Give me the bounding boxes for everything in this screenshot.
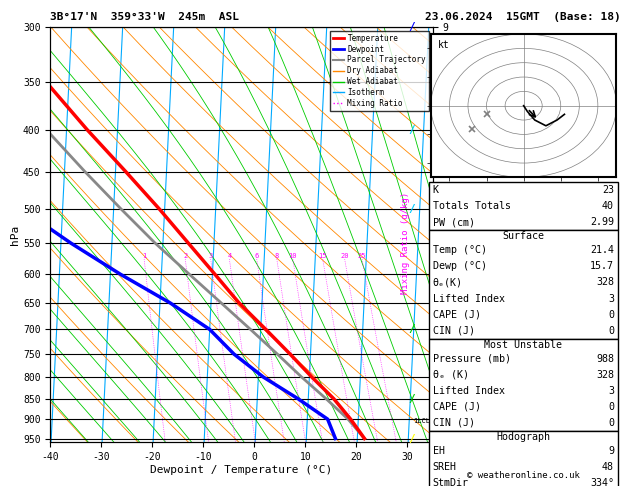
Text: Dewp (°C): Dewp (°C) [433,261,487,272]
Text: Pressure (mb): Pressure (mb) [433,354,511,364]
Text: /: / [409,325,415,334]
Text: /: / [409,434,415,444]
Text: K: K [433,185,439,195]
Text: 15: 15 [318,253,327,259]
Text: 3: 3 [209,253,213,259]
Text: 20: 20 [340,253,349,259]
Text: 988: 988 [596,354,614,364]
Text: 10: 10 [289,253,297,259]
Text: 0: 0 [608,402,614,412]
Text: CIN (J): CIN (J) [433,418,475,428]
Text: CAPE (J): CAPE (J) [433,402,481,412]
Text: 3B°17'N  359°33'W  245m  ASL: 3B°17'N 359°33'W 245m ASL [50,12,239,22]
Text: CAPE (J): CAPE (J) [433,310,481,320]
Text: EH: EH [433,446,445,456]
Text: StmDir: StmDir [433,478,469,486]
Text: Lifted Index: Lifted Index [433,294,504,304]
Text: 2: 2 [183,253,187,259]
Y-axis label: km
ASL: km ASL [451,226,473,243]
Text: 23.06.2024  15GMT  (Base: 18): 23.06.2024 15GMT (Base: 18) [425,12,620,22]
Text: Hodograph: Hodograph [496,432,550,442]
Text: CIN (J): CIN (J) [433,326,475,336]
Y-axis label: hPa: hPa [10,225,20,244]
Text: 328: 328 [596,370,614,380]
Text: /: / [409,204,415,214]
Text: 2.99: 2.99 [590,217,614,227]
Text: 6: 6 [255,253,259,259]
Text: 9: 9 [608,446,614,456]
Text: 0: 0 [608,310,614,320]
Text: 8: 8 [275,253,279,259]
Text: Temp (°C): Temp (°C) [433,245,487,256]
Text: 0: 0 [608,418,614,428]
Text: 21.4: 21.4 [590,245,614,256]
Text: 3: 3 [608,386,614,396]
Text: © weatheronline.co.uk: © weatheronline.co.uk [467,471,580,480]
Text: Totals Totals: Totals Totals [433,201,511,211]
Text: Mixing Ratio (g/kg): Mixing Ratio (g/kg) [401,192,410,294]
X-axis label: Dewpoint / Temperature (°C): Dewpoint / Temperature (°C) [150,465,333,475]
Text: /: / [409,124,415,135]
Text: kt: kt [438,40,450,50]
Text: /: / [409,394,415,404]
Text: 4: 4 [227,253,231,259]
Text: θₑ (K): θₑ (K) [433,370,469,380]
Text: 23: 23 [602,185,614,195]
Text: 40: 40 [602,201,614,211]
Text: Most Unstable: Most Unstable [484,340,562,349]
Text: 328: 328 [596,278,614,288]
Text: SREH: SREH [433,462,457,472]
Text: 1: 1 [142,253,147,259]
Text: 1LCL: 1LCL [413,418,430,424]
Text: 25: 25 [358,253,366,259]
Text: Surface: Surface [503,231,544,242]
Text: 15.7: 15.7 [590,261,614,272]
Text: PW (cm): PW (cm) [433,217,475,227]
Text: Lifted Index: Lifted Index [433,386,504,396]
Legend: Temperature, Dewpoint, Parcel Trajectory, Dry Adiabat, Wet Adiabat, Isotherm, Mi: Temperature, Dewpoint, Parcel Trajectory… [330,31,429,111]
Text: 0: 0 [608,326,614,336]
Text: 334°: 334° [590,478,614,486]
Text: θₑ(K): θₑ(K) [433,278,463,288]
Text: /: / [409,22,415,32]
Text: 3: 3 [608,294,614,304]
Text: 48: 48 [602,462,614,472]
